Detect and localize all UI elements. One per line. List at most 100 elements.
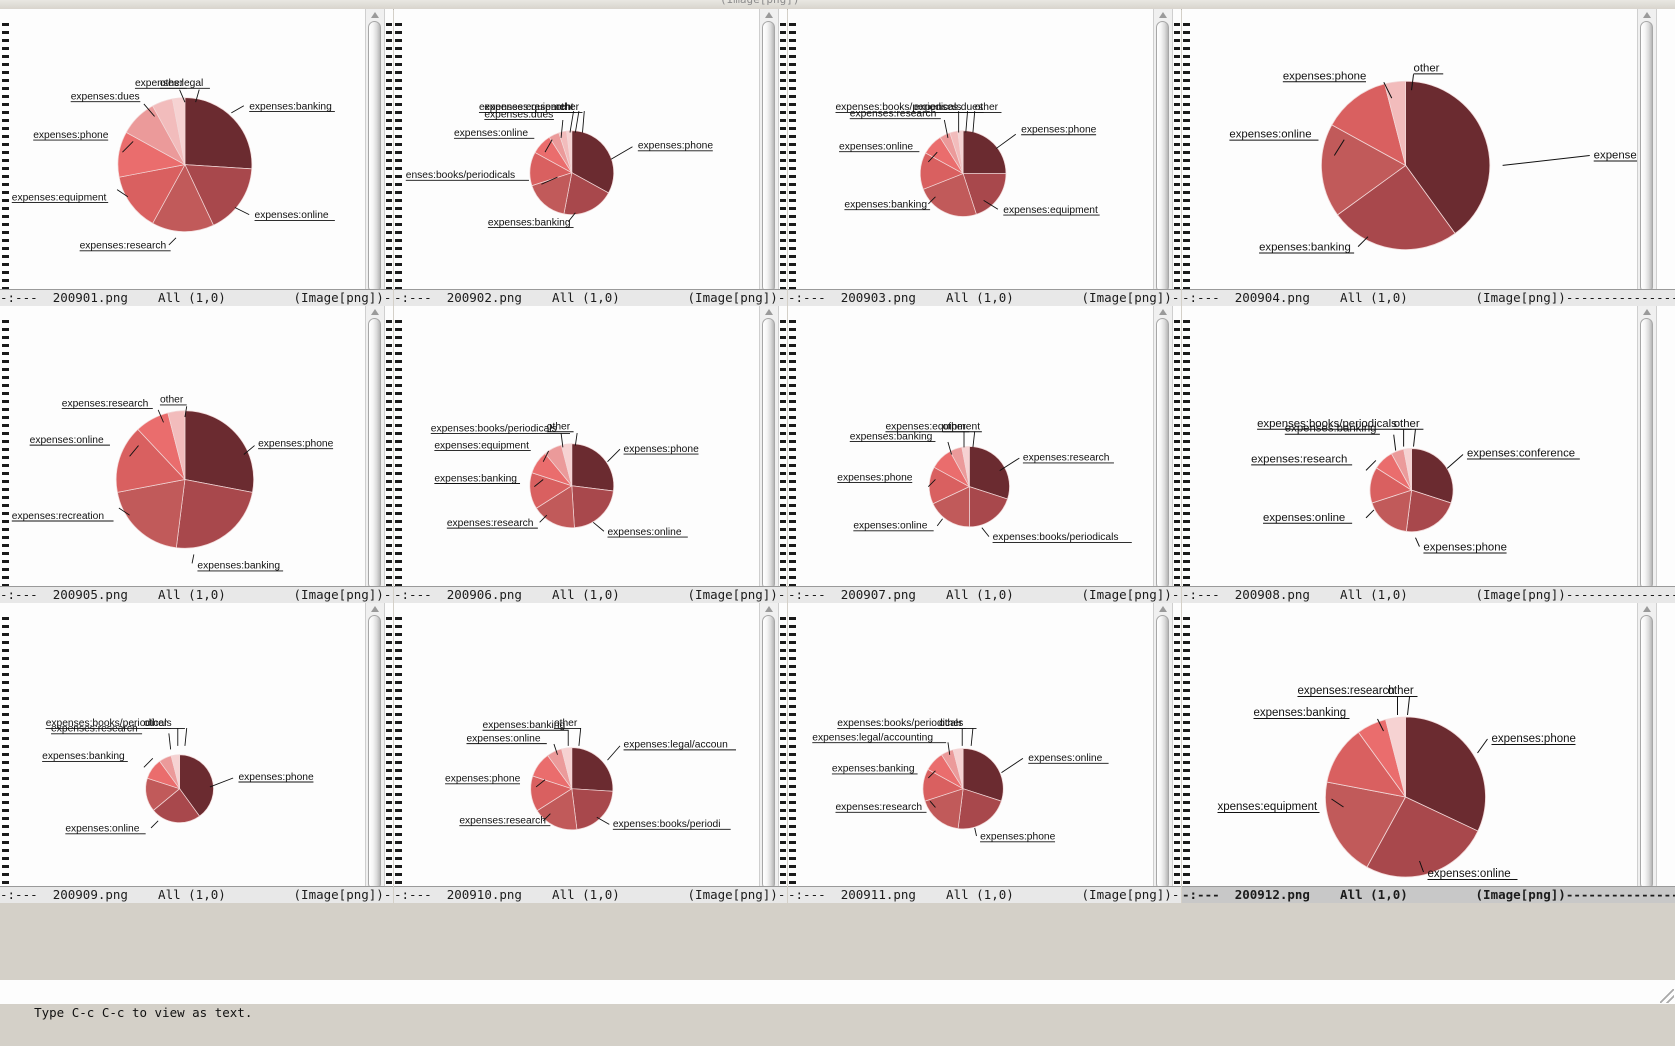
window-divider[interactable] — [779, 306, 787, 605]
window-divider[interactable] — [385, 306, 393, 605]
pie-slice-label: expenses:phone — [1283, 70, 1367, 82]
vertical-scrollbar[interactable] — [759, 9, 779, 306]
mode-line[interactable]: -:--- 200903.png All (1,0) (Image[png])-… — [788, 289, 1181, 306]
mode-line-major-mode: (Image[png])------------------------ — [1475, 887, 1675, 902]
vertical-scrollbar[interactable] — [1637, 9, 1657, 306]
left-fringe — [394, 9, 404, 306]
emacs-window-200912[interactable]: expenses:phone expenses:online xpenses:equ… — [1182, 603, 1675, 903]
label-leader-line — [607, 745, 621, 761]
mode-line[interactable]: -:--- 200910.png All (1,0) (Image[png])-… — [394, 886, 787, 903]
vertical-scrollbar[interactable] — [365, 9, 385, 306]
scrollbar-thumb[interactable] — [368, 318, 381, 590]
scrollbar-thumb[interactable] — [1156, 21, 1169, 293]
emacs-window-200906[interactable]: expenses:phone expenses:online expenses:re… — [394, 306, 787, 605]
scroll-up-arrow-icon[interactable] — [1154, 306, 1172, 317]
mode-line[interactable]: -:--- 200905.png All (1,0) (Image[png])-… — [0, 586, 393, 603]
emacs-window-200903[interactable]: expenses:phone expenses:equipment expenses… — [788, 9, 1181, 308]
mode-line[interactable]: -:--- 200901.png All (1,0) (Image[png])-… — [0, 289, 393, 306]
scroll-up-arrow-icon[interactable] — [366, 9, 384, 20]
vertical-scrollbar[interactable] — [365, 306, 385, 603]
window-divider[interactable] — [779, 603, 787, 903]
window-divider[interactable] — [1173, 9, 1181, 308]
pie-slice-label: expenses:phone — [33, 130, 109, 141]
emacs-window-200907[interactable]: expenses:research expenses:books/periodic… — [788, 306, 1181, 605]
pie-slice-label: expenses:equipment — [1003, 205, 1098, 216]
window-divider[interactable] — [779, 9, 787, 308]
emacs-window-200911[interactable]: expenses:online expenses:phone expenses:re… — [788, 603, 1181, 903]
pie-slice — [571, 485, 614, 528]
mode-line[interactable]: -:--- 200909.png All (1,0) (Image[png])-… — [0, 886, 393, 903]
pie-slice-label: expenses:research — [62, 398, 149, 409]
mode-line[interactable]: -:--- 200904.png All (1,0) (Image[png])-… — [1182, 289, 1675, 306]
scrollbar-thumb[interactable] — [762, 318, 775, 590]
emacs-window-200909[interactable]: expenses:phone expenses:online expenses:ba… — [0, 603, 393, 903]
mode-line[interactable]: -:--- 200902.png All (1,0) (Image[png])-… — [394, 289, 787, 306]
pie-slice — [1405, 716, 1486, 832]
left-fringe — [1182, 603, 1192, 903]
pie-slice — [1326, 731, 1407, 798]
pie-slice-label: expenses:banking — [197, 561, 280, 572]
mode-line[interactable]: -:--- 200911.png All (1,0) (Image[png])-… — [788, 886, 1181, 903]
fringe-continuation-icon — [1183, 23, 1190, 306]
vertical-scrollbar[interactable] — [1153, 603, 1173, 903]
pie-slice-label: expenses:banking — [850, 431, 933, 442]
pie-slice-label: expenses:books/periodicals — [835, 102, 961, 113]
pie-slice — [1411, 448, 1454, 504]
pie-slice-label: expenses:legal/accoun — [624, 740, 729, 751]
vertical-scrollbar[interactable] — [365, 603, 385, 903]
emacs-window-200904[interactable]: expenses:re expenses:banking expenses:onli… — [1182, 9, 1675, 306]
emacs-window-200910[interactable]: expenses:legal/accoun expenses:books/peri… — [394, 603, 787, 903]
window-divider[interactable] — [385, 9, 393, 308]
scrollbar-thumb[interactable] — [368, 21, 381, 293]
scrollbar-thumb[interactable] — [368, 615, 381, 890]
pie-slice-label: expenses:online — [65, 824, 139, 835]
vertical-scrollbar[interactable] — [1637, 306, 1657, 603]
pie-chart: expenses:phone expenses:online expenses:ba… — [10, 603, 367, 903]
scrollbar-thumb[interactable] — [1640, 21, 1653, 293]
resize-grip-icon[interactable] — [1660, 989, 1674, 1003]
scrollbar-thumb[interactable] — [1156, 615, 1169, 890]
echo-message: Type C-c C-c to view as text. — [34, 1005, 253, 1020]
mode-line[interactable]: -:--- 200912.png All (1,0) (Image[png])-… — [1182, 886, 1675, 903]
window-divider[interactable] — [1173, 603, 1181, 903]
scroll-up-arrow-icon[interactable] — [1638, 603, 1656, 614]
scroll-up-arrow-icon[interactable] — [760, 9, 778, 20]
scrollbar-thumb[interactable] — [762, 615, 775, 890]
scrollbar-thumb[interactable] — [1640, 615, 1653, 890]
scroll-up-arrow-icon[interactable] — [366, 306, 384, 317]
scroll-up-arrow-icon[interactable] — [1638, 306, 1656, 317]
emacs-window-200902[interactable]: expenses:phone expenses:banking enses:book… — [394, 9, 787, 308]
vertical-scrollbar[interactable] — [759, 306, 779, 603]
scroll-up-arrow-icon[interactable] — [1638, 9, 1656, 20]
scroll-up-arrow-icon[interactable] — [1154, 9, 1172, 20]
emacs-window-200908[interactable]: expenses:conference expenses:phone expense… — [1182, 306, 1675, 603]
emacs-window-200901[interactable]: expenses:banking expenses:online expenses:… — [0, 9, 393, 308]
emacs-window-200905[interactable]: expenses:phone expenses:banking expenses:r… — [0, 306, 393, 605]
pie-chart: expenses:phone expenses:equipment expenses… — [798, 9, 1155, 306]
pie-slice — [1331, 83, 1407, 167]
scrollbar-thumb[interactable] — [762, 21, 775, 293]
scrollbar-thumb[interactable] — [1640, 318, 1653, 590]
divider-continuation-icon — [780, 23, 786, 308]
vertical-scrollbar[interactable] — [1153, 9, 1173, 306]
image-canvas: expenses:re expenses:banking expenses:onli… — [1192, 9, 1639, 306]
scroll-up-arrow-icon[interactable] — [1154, 603, 1172, 614]
label-leader-line — [1001, 757, 1024, 774]
vertical-scrollbar[interactable] — [1153, 306, 1173, 603]
scroll-up-arrow-icon[interactable] — [760, 603, 778, 614]
window-divider[interactable] — [385, 603, 393, 903]
pie-slice-label: other — [547, 422, 571, 433]
mode-line[interactable]: -:--- 200908.png All (1,0) (Image[png])-… — [1182, 586, 1675, 603]
scroll-up-arrow-icon[interactable] — [760, 306, 778, 317]
scrollbar-thumb[interactable] — [1156, 318, 1169, 590]
mode-line[interactable]: -:--- 200906.png All (1,0) (Image[png])-… — [394, 586, 787, 603]
mode-line-position: All (1,0) — [552, 887, 688, 902]
vertical-scrollbar[interactable] — [759, 603, 779, 903]
scroll-up-arrow-icon[interactable] — [366, 603, 384, 614]
vertical-scrollbar[interactable] — [1637, 603, 1657, 903]
label-leader-line — [981, 527, 990, 537]
window-divider[interactable] — [1173, 306, 1181, 605]
mode-line-buffer-name: 200909.png — [52, 887, 159, 902]
mode-line-major-mode: (Image[png])------------------------ — [1081, 887, 1181, 902]
mode-line[interactable]: -:--- 200907.png All (1,0) (Image[png])-… — [788, 586, 1181, 603]
